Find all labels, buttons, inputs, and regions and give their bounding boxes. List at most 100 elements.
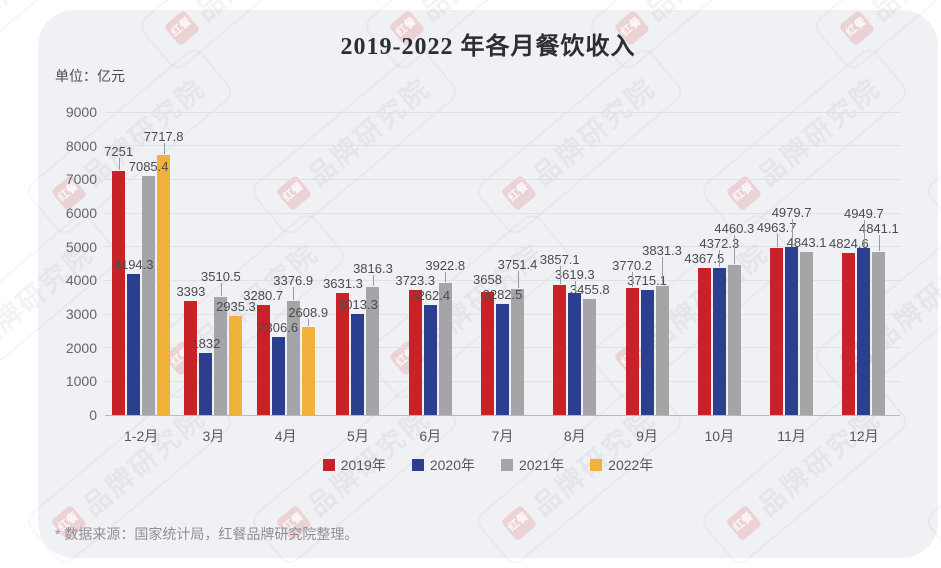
label-leader-line [372,274,374,286]
bar-2021年-8月 [583,298,597,415]
bar-2021年-5月 [366,286,380,415]
label-leader-line [308,319,310,327]
bar-2021年-12月 [872,252,886,415]
value-label: 3922.8 [425,257,466,273]
label-leader-line [719,249,721,267]
legend-swatch [501,459,513,471]
bar-2020年-9月 [640,289,654,415]
x-axis-label: 4月 [274,428,297,444]
label-leader-line [445,271,447,282]
label-leader-line [118,158,120,170]
legend-swatch [322,459,335,471]
chart-title: 2019-2022 年各月餐饮收入 [340,34,636,60]
gridline [105,145,900,147]
legend-label: 2020年 [429,457,475,473]
value-label: 3715.1 [627,272,667,288]
value-label: 3751.4 [497,257,538,273]
legend-label: 2021年 [519,457,565,473]
x-axis-label: 5月 [347,428,369,444]
label-leader-line [220,282,222,296]
value-label: 3723.3 [395,272,436,288]
bar-2021年-9月 [655,286,669,415]
x-axis-label: 11月 [777,428,806,444]
y-axis-label: 5000 [65,238,97,255]
bar-2019年-9月 [625,288,639,415]
legend-label: 2019年 [340,457,386,473]
bar-2022年-1-2月 [157,155,171,415]
value-label: 4949.7 [843,205,884,221]
legend-swatch [411,459,424,471]
y-axis-label: 0 [89,407,97,423]
value-label: 2608.9 [288,305,329,321]
y-axis-label: 9000 [65,104,97,120]
value-label: 3510.5 [201,268,241,284]
y-axis-label: 3000 [65,306,97,322]
bar-2021年-7月 [511,288,524,415]
x-axis-label: 10月 [704,428,735,444]
bar-2019年-4月 [256,304,270,415]
label-leader-line [662,256,664,285]
bar-2021年-10月 [727,264,741,415]
bar-2019年-6月 [408,289,422,415]
value-label: 4372.3 [699,235,740,251]
value-label: 3455.8 [569,281,610,297]
bar-2019年-1-2月 [112,170,126,415]
value-label: 3282.5 [482,287,523,303]
bar-2022年-3月 [229,316,243,415]
bar-2019年-7月 [481,291,494,415]
bar-2021年-11月 [800,251,814,415]
bar-2020年-12月 [857,248,871,415]
value-label: 3013.3 [338,296,378,312]
bar-2019年-5月 [336,292,350,415]
value-label: 3619.3 [554,266,595,282]
bar-2020年-5月 [351,313,365,415]
bar-2020年-3月 [199,353,213,415]
x-axis-label: 3月 [202,428,225,444]
value-label: 4979.7 [771,204,812,220]
y-axis-label: 4000 [65,272,97,289]
y-axis-label: 1000 [65,373,97,390]
label-leader-line [632,271,634,288]
legend: 2019年 2020年 2021年 2022年 [38,455,938,475]
y-axis-label: 7000 [65,171,97,188]
value-label: 7085.4 [128,159,169,175]
gridline [105,178,900,180]
bar-2021年-3月 [214,296,228,415]
bar-2020年-7月 [496,304,509,415]
y-axis-label: 2000 [65,339,97,356]
bar-2020年-10月 [712,267,726,415]
value-label: 7251 [104,144,134,160]
bar-2020年-4月 [271,337,285,415]
x-axis-label: 12月 [849,428,879,444]
gridline [105,212,900,214]
value-label: 4841.1 [858,220,899,236]
value-label: 7717.8 [143,129,184,145]
bar-2021年-6月 [438,282,452,415]
gridline [105,279,900,281]
label-leader-line [776,233,778,247]
bar-2019年-12月 [842,252,856,415]
legend-label: 2022年 [608,457,654,473]
value-label: 2306.6 [258,320,299,336]
value-label: 4367.5 [684,250,725,266]
bar-2019年-3月 [184,300,198,415]
gridline [105,246,900,248]
value-label: 2935.3 [216,299,256,315]
gridline [105,111,900,113]
bar-2021年-4月 [286,301,300,415]
bar-2022年-4月 [301,327,315,415]
label-leader-line [863,219,865,248]
legend-item-2021年: 2021年 [501,455,564,475]
gridline [105,414,900,416]
label-leader-line [878,234,880,251]
source-note: * 数据来源：国家统计局，红餐品牌研究院整理。 [55,526,359,542]
legend-item-2022年: 2022年 [590,455,653,475]
legend-swatch [590,459,603,471]
y-axis-label: 6000 [65,205,97,221]
value-label: 3376.9 [273,272,314,288]
value-label: 3831.3 [642,242,682,258]
label-leader-line [163,143,165,155]
value-label: 3262.4 [410,288,451,304]
value-label: 3631.3 [323,275,363,291]
